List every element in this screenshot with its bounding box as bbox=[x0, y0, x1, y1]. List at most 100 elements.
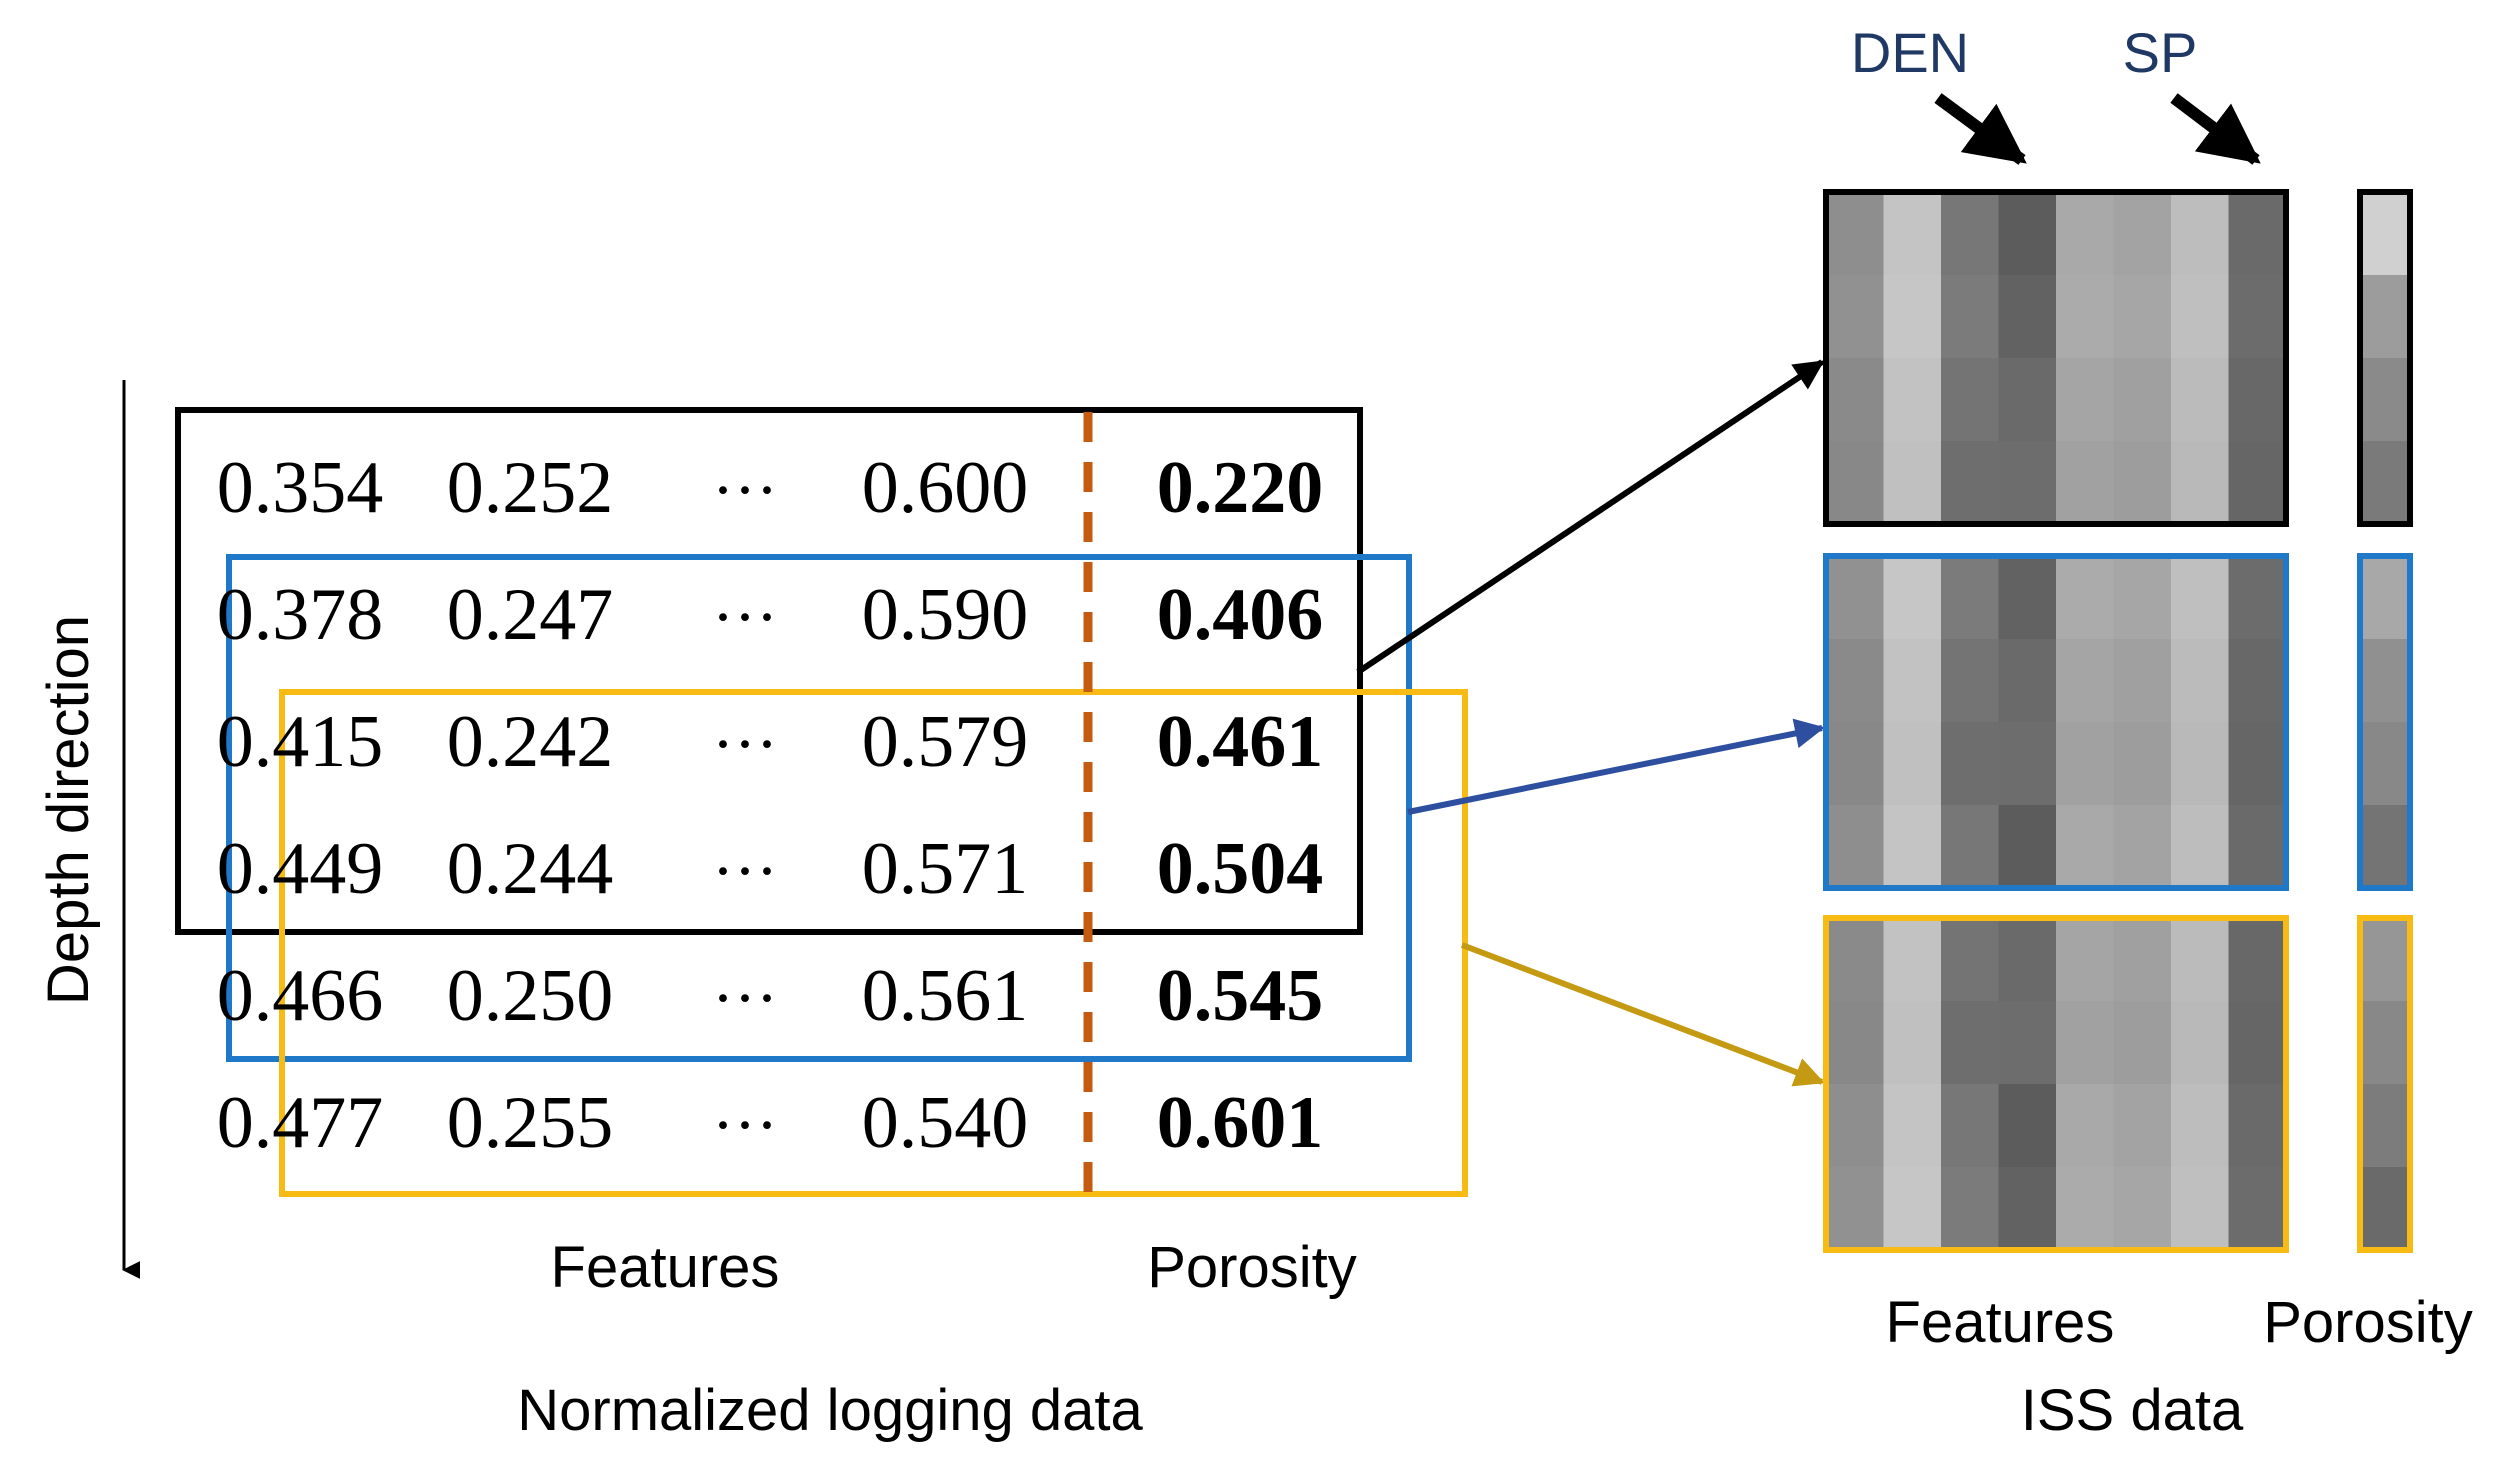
iss-feature-pixel bbox=[1883, 441, 1942, 525]
porosity-value: 0.545 bbox=[1157, 955, 1324, 1037]
iss-feature-pixel bbox=[1941, 275, 1999, 359]
iss-feature-pixel bbox=[2171, 1084, 2229, 1168]
iss-feature-pixel bbox=[1826, 1001, 1884, 1085]
feature-value: 0.354 bbox=[217, 447, 384, 529]
iss-feature-pixel bbox=[2228, 192, 2287, 276]
iss-feature-pixel bbox=[2113, 1167, 2172, 1251]
arrow-blue bbox=[1407, 718, 1825, 815]
iss-feature-pixel bbox=[2228, 722, 2287, 806]
right-porosity-label: Porosity bbox=[2263, 1290, 2473, 1355]
iss-feature-pixel bbox=[2228, 358, 2287, 442]
iss-feature-pixel bbox=[1941, 639, 1999, 723]
iss-feature-pixel bbox=[1826, 556, 1884, 640]
feature-value: 0.561 bbox=[862, 955, 1029, 1037]
feature-value: 0.590 bbox=[862, 574, 1029, 656]
iss-feature-pixel bbox=[2113, 358, 2172, 442]
depth-axis-label: Depth direction bbox=[36, 615, 101, 1005]
iss-feature-pixel bbox=[1826, 722, 1884, 806]
iss-feature-pixel bbox=[1826, 358, 1884, 442]
feature-value: 0.600 bbox=[862, 447, 1029, 529]
iss-porosity-pixel bbox=[2360, 192, 2410, 276]
iss-porosity-pixel bbox=[2360, 556, 2410, 640]
iss-feature-pixel bbox=[2113, 1001, 2172, 1085]
iss-feature-pixel bbox=[1883, 192, 1942, 276]
iss-feature-pixel bbox=[2171, 1001, 2229, 1085]
iss-feature-pixel bbox=[1883, 275, 1942, 359]
iss-feature-pixel bbox=[1998, 1167, 2057, 1251]
iss-feature-pixel bbox=[2228, 1001, 2287, 1085]
porosity-value: 0.461 bbox=[1157, 701, 1324, 783]
iss-feature-pixel bbox=[1941, 556, 1999, 640]
left-features-label: Features bbox=[551, 1235, 780, 1300]
porosity-value: 0.601 bbox=[1157, 1082, 1324, 1164]
iss-feature-pixel bbox=[2228, 1167, 2287, 1251]
iss-feature-pixel bbox=[2056, 275, 2114, 359]
iss-feature-pixel bbox=[2171, 805, 2229, 889]
iss-feature-pixel bbox=[1826, 275, 1884, 359]
ellipsis: ··· bbox=[712, 708, 778, 781]
iss-feature-pixel bbox=[2228, 1084, 2287, 1168]
iss-feature-pixel bbox=[1826, 639, 1884, 723]
iss-feature-pixel bbox=[2113, 556, 2172, 640]
iss-feature-pixel bbox=[1941, 358, 1999, 442]
iss-porosity-pixel bbox=[2360, 722, 2410, 806]
ellipsis: ··· bbox=[712, 835, 778, 908]
iss-feature-pixel bbox=[2228, 805, 2287, 889]
iss-porosity-pixel bbox=[2360, 275, 2410, 359]
iss-feature-pixel bbox=[1941, 441, 1999, 525]
iss-feature-pixel bbox=[2056, 1084, 2114, 1168]
feature-value: 0.466 bbox=[217, 955, 384, 1037]
feature-value: 0.415 bbox=[217, 701, 384, 783]
ellipsis: ··· bbox=[712, 454, 778, 527]
iss-feature-pixel bbox=[2171, 639, 2229, 723]
iss-feature-pixel bbox=[1998, 358, 2057, 442]
feature-value: 0.449 bbox=[217, 828, 384, 910]
right-features-label: Features bbox=[1886, 1290, 2115, 1355]
iss-feature-pixel bbox=[2056, 722, 2114, 806]
iss-feature-pixel bbox=[1998, 639, 2057, 723]
iss-feature-pixel bbox=[1941, 722, 1999, 806]
iss-porosity-pixel bbox=[2360, 441, 2410, 525]
iss-feature-pixel bbox=[2056, 358, 2114, 442]
iss-feature-pixel bbox=[2056, 1001, 2114, 1085]
iss-feature-pixel bbox=[1998, 918, 2057, 1002]
iss-feature-pixel bbox=[2171, 275, 2229, 359]
iss-feature-pixel bbox=[2113, 192, 2172, 276]
iss-blue-features-frame bbox=[1823, 553, 2289, 891]
iss-feature-pixel bbox=[2056, 918, 2114, 1002]
left-caption: Normalized logging data bbox=[517, 1378, 1143, 1443]
iss-feature-pixel bbox=[2228, 441, 2287, 525]
porosity-value: 0.406 bbox=[1157, 574, 1324, 656]
iss-feature-pixel bbox=[1998, 192, 2057, 276]
feature-value: 0.244 bbox=[447, 828, 614, 910]
feature-value: 0.255 bbox=[447, 1082, 614, 1164]
iss-feature-pixel bbox=[2056, 556, 2114, 640]
iss-feature-pixel bbox=[2171, 722, 2229, 806]
iss-feature-pixel bbox=[1883, 639, 1942, 723]
feature-value: 0.250 bbox=[447, 955, 614, 1037]
iss-feature-pixel bbox=[1826, 192, 1884, 276]
iss-feature-pixel bbox=[1883, 556, 1942, 640]
iss-feature-pixel bbox=[2056, 805, 2114, 889]
arrow-black bbox=[1356, 359, 1825, 675]
iss-images bbox=[1823, 189, 2413, 1253]
iss-feature-pixel bbox=[1998, 805, 2057, 889]
feature-value: 0.540 bbox=[862, 1082, 1029, 1164]
iss-feature-pixel bbox=[2113, 639, 2172, 723]
ellipsis: ··· bbox=[712, 962, 778, 1035]
porosity-value: 0.504 bbox=[1157, 828, 1324, 910]
iss-feature-pixel bbox=[2171, 1167, 2229, 1251]
window-blue bbox=[226, 554, 1412, 1062]
iss-black-features-frame bbox=[1823, 189, 2289, 527]
iss-feature-pixel bbox=[2056, 441, 2114, 525]
iss-feature-pixel bbox=[2113, 918, 2172, 1002]
feature-value: 0.579 bbox=[862, 701, 1029, 783]
iss-porosity-pixel bbox=[2360, 1001, 2410, 1085]
iss-yellow-porosity-frame bbox=[2357, 915, 2413, 1253]
iss-porosity-pixel bbox=[2360, 918, 2410, 1002]
arrow-yellow bbox=[1460, 942, 1825, 1087]
iss-feature-pixel bbox=[1941, 1167, 1999, 1251]
sp-label: SP bbox=[2123, 21, 2198, 84]
iss-feature-pixel bbox=[2171, 918, 2229, 1002]
